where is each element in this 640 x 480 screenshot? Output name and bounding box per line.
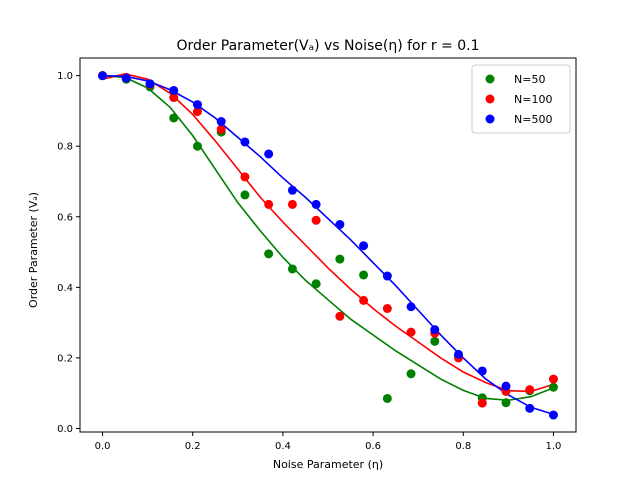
x-tick-label: 0.2 xyxy=(185,441,201,452)
data-point-series-0-6 xyxy=(240,190,250,200)
data-point-series-1-3 xyxy=(169,93,179,103)
data-point-series-2-0 xyxy=(98,71,108,81)
legend-label-series-2: N=500 xyxy=(514,113,552,126)
data-point-series-2-2 xyxy=(145,79,155,89)
data-point-series-0-3 xyxy=(169,113,179,123)
data-point-series-2-18 xyxy=(525,403,535,413)
y-axis-label: Order Parameter (Vₐ) xyxy=(27,192,40,308)
data-point-series-1-8 xyxy=(287,199,297,209)
data-point-series-1-7 xyxy=(264,199,274,209)
x-tick-label: 0.4 xyxy=(275,441,291,452)
data-point-series-0-7 xyxy=(264,249,274,259)
data-point-series-2-9 xyxy=(311,199,321,209)
data-point-series-2-10 xyxy=(335,220,345,230)
data-point-series-1-6 xyxy=(240,172,250,182)
data-point-series-1-13 xyxy=(406,327,416,337)
data-point-series-0-4 xyxy=(192,141,202,151)
data-point-series-2-19 xyxy=(548,410,558,420)
data-point-series-0-12 xyxy=(382,393,392,403)
y-tick-label: 0.6 xyxy=(57,212,73,223)
data-point-series-1-18 xyxy=(525,385,535,395)
x-axis-label: Noise Parameter (η) xyxy=(273,458,383,471)
data-point-series-1-10 xyxy=(335,311,345,321)
data-point-series-0-8 xyxy=(287,264,297,274)
legend-marker-series-0 xyxy=(485,74,495,84)
legend: N=50 N=100 N=500 xyxy=(471,64,571,134)
data-point-series-1-9 xyxy=(311,215,321,225)
data-point-series-2-15 xyxy=(454,349,464,359)
legend-label-series-0: N=50 xyxy=(514,73,545,86)
y-tick-label: 0.2 xyxy=(57,353,73,364)
data-point-series-2-12 xyxy=(382,271,392,281)
data-point-series-0-19 xyxy=(548,382,558,392)
data-point-series-2-6 xyxy=(240,137,250,147)
data-point-series-2-11 xyxy=(359,241,369,251)
y-tick-label: 0.4 xyxy=(57,283,73,294)
data-point-series-2-4 xyxy=(192,100,202,110)
data-point-series-2-5 xyxy=(216,117,226,127)
data-point-series-0-9 xyxy=(311,279,321,289)
data-point-series-2-14 xyxy=(430,325,440,335)
data-point-series-2-8 xyxy=(287,185,297,195)
data-point-series-0-17 xyxy=(501,398,511,408)
data-point-series-0-11 xyxy=(359,270,369,280)
x-tick-label: 1.0 xyxy=(546,441,562,452)
y-tick-label: 0.0 xyxy=(57,424,73,435)
legend-label-series-1: N=100 xyxy=(514,93,552,106)
legend-marker-series-2 xyxy=(485,114,495,124)
legend-box xyxy=(471,64,571,134)
x-tick-label: 0.6 xyxy=(365,441,381,452)
data-point-series-1-12 xyxy=(382,304,392,314)
data-point-series-2-3 xyxy=(169,85,179,95)
data-point-series-1-16 xyxy=(477,398,487,408)
data-point-series-2-7 xyxy=(264,149,274,159)
data-point-series-0-10 xyxy=(335,254,345,264)
data-point-series-2-17 xyxy=(501,381,511,391)
x-tick-label: 0.0 xyxy=(95,441,111,452)
data-point-series-1-19 xyxy=(548,374,558,384)
data-point-series-1-4 xyxy=(192,107,202,117)
y-tick-label: 0.8 xyxy=(57,142,73,153)
data-point-series-1-5 xyxy=(216,124,226,134)
data-point-series-2-16 xyxy=(477,366,487,376)
axes-frame xyxy=(79,57,577,433)
plot-area xyxy=(98,71,558,420)
x-tick-label: 0.8 xyxy=(455,441,471,452)
data-point-series-0-13 xyxy=(406,369,416,379)
chart-title: Order Parameter(Vₐ) vs Noise(η) for r = … xyxy=(177,38,480,54)
legend-marker-series-1 xyxy=(485,94,495,104)
y-tick-label: 1.0 xyxy=(57,71,73,82)
data-point-series-2-13 xyxy=(406,302,416,312)
data-point-series-1-11 xyxy=(359,295,369,305)
data-point-series-0-14 xyxy=(430,336,440,346)
axes: 0.0 0.2 0.4 0.6 0.8 1.0 0.0 0.2 0.4 0.6 0.8 1.0 xyxy=(57,57,577,452)
data-point-series-2-1 xyxy=(121,73,131,83)
fit-line-series-1 xyxy=(102,73,554,393)
